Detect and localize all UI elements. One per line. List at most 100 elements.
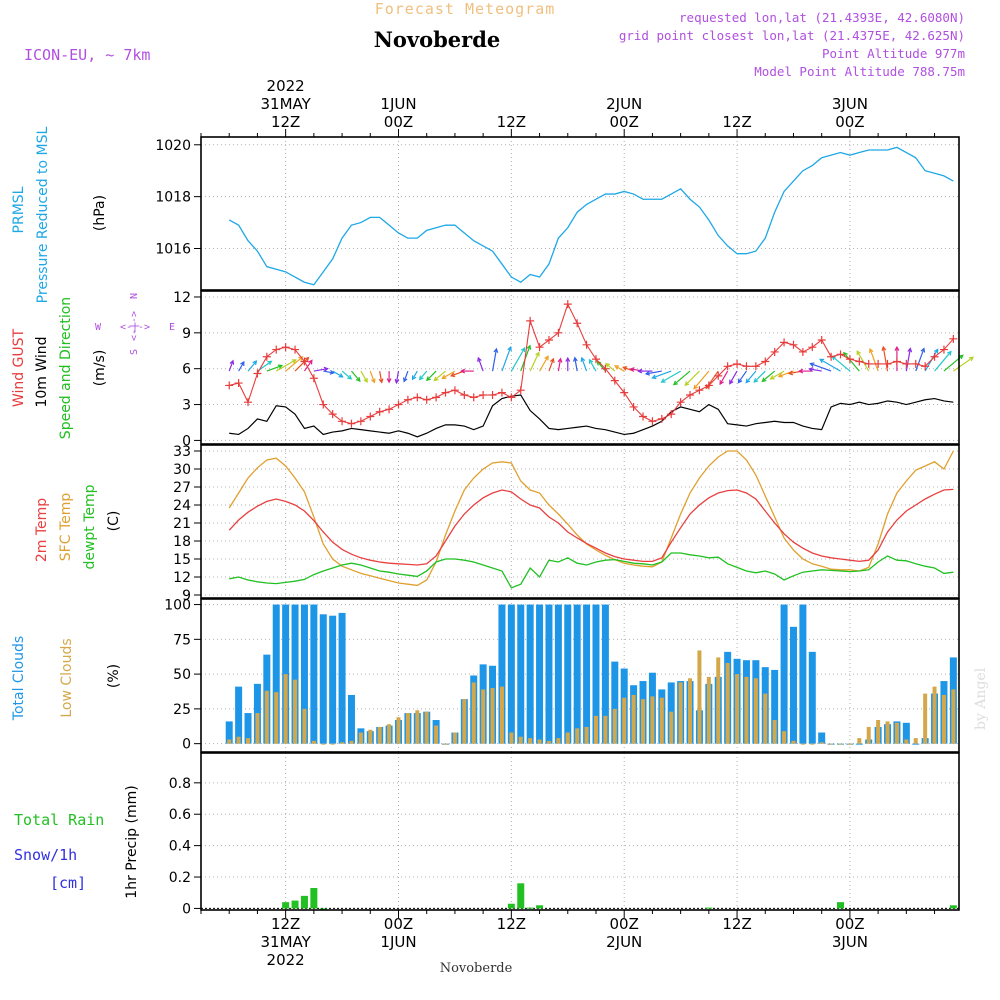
- panel-frame: [200, 598, 960, 753]
- low-cloud-bar: [885, 721, 890, 744]
- wind-arrow-head: [819, 358, 825, 364]
- time-label-top: 12Z: [722, 113, 751, 131]
- model-label: ICON-EU, ~ 7km: [24, 46, 150, 64]
- wind-direction-arrow: [501, 346, 512, 372]
- wind-arrow-head: [308, 359, 313, 365]
- low-cloud-bar: [274, 692, 279, 744]
- wind-gust-marker: [657, 414, 666, 423]
- low-cloud-bar: [321, 743, 326, 745]
- wind-arrow-head: [291, 359, 297, 364]
- low-cloud-bar: [876, 720, 881, 744]
- total-cloud-bar: [545, 604, 553, 744]
- total-cloud-bar: [818, 732, 826, 744]
- wind-arrow-head: [449, 372, 456, 378]
- time-label-bottom: 12Z: [497, 915, 526, 933]
- wind-gust-marker: [497, 388, 506, 397]
- wind-arrow-head: [787, 370, 794, 376]
- wind-direction-arrow: [395, 370, 400, 384]
- wind-arrow-head: [441, 374, 447, 379]
- compass-north: N: [129, 293, 140, 299]
- low-cloud-bar: [923, 693, 928, 744]
- rain-bar: [526, 907, 534, 909]
- wind-arrow-head: [426, 376, 431, 382]
- wind-gust-marker: [272, 345, 281, 354]
- wind-gust-marker: [676, 398, 685, 407]
- wind-gust-marker: [234, 379, 243, 388]
- time-label-bottom: 00Z: [384, 915, 413, 933]
- wind-gust-marker: [319, 400, 328, 409]
- clouds-unit: (%): [106, 664, 122, 688]
- low-cloud-bar: [481, 689, 486, 744]
- time-label-bottom: 2022: [267, 951, 305, 969]
- wind-arrow-head: [808, 367, 814, 372]
- wind-direction-arrow: [770, 370, 785, 380]
- prmsl-label: PRMSL: [11, 186, 27, 233]
- wind-gust-marker: [422, 395, 431, 404]
- precip-panel: 0 0.2 0.4 0.6 0.8: [169, 752, 960, 917]
- total-cloud-bar: [272, 604, 280, 744]
- low-cloud-bar: [744, 676, 749, 744]
- low-cloud-bar: [706, 676, 711, 744]
- low-cloud-bar: [612, 708, 617, 744]
- wind-direction-arrow: [684, 370, 700, 386]
- low-cloud-bar: [565, 732, 570, 744]
- wind-arrow-head: [644, 370, 651, 376]
- low-cloud-bar: [283, 674, 288, 744]
- wind-arrow-head: [267, 360, 273, 366]
- wind-arrow-head: [660, 378, 666, 383]
- wind-arrow-head: [629, 367, 635, 372]
- total-cloud-bar: [799, 604, 807, 744]
- wind-arrow-head: [557, 357, 563, 363]
- low-cloud-bar: [452, 732, 457, 744]
- time-label-top: 00Z: [610, 113, 639, 131]
- wind-gust-marker: [639, 412, 648, 421]
- low-cloud-bar: [829, 743, 834, 745]
- wind-gust-marker: [262, 352, 271, 361]
- wind-direction-arrow: [360, 370, 368, 383]
- wind-direction-arrow: [810, 362, 832, 372]
- wind-direction-arrow: [510, 347, 526, 372]
- y-tick-label: 9: [182, 326, 191, 342]
- wind-gust-marker: [798, 347, 807, 356]
- low-cloud-bar: [415, 710, 420, 744]
- y-tick-label: 75: [173, 632, 191, 648]
- total-cloud-bar: [554, 604, 562, 744]
- y-tick-label: 100: [164, 598, 191, 614]
- wind-gust-marker: [704, 381, 713, 390]
- time-label-top: 12Z: [497, 113, 526, 131]
- wind-direction-arrow: [673, 370, 691, 386]
- compass-west: W: [95, 322, 102, 333]
- wind-gust-marker: [488, 390, 497, 399]
- low-cloud-bar: [941, 694, 946, 744]
- t2m-label: 2m Temp: [34, 498, 50, 562]
- wind-gust-marker: [601, 364, 610, 373]
- wind-arrow-head: [637, 368, 643, 374]
- total-cloud-bar: [611, 661, 619, 744]
- wind-arrow-head: [920, 347, 926, 353]
- low-cloud-bar: [368, 729, 373, 744]
- wind-direction-arrow: [737, 370, 747, 383]
- wind-gust-marker: [507, 393, 516, 402]
- total-cloud-bar: [780, 604, 788, 744]
- wind-arrow-head: [737, 378, 743, 384]
- time-label-bottom: 3JUN: [832, 933, 868, 951]
- low-cloud-bar: [575, 728, 580, 744]
- total-cloud-bar: [583, 604, 591, 744]
- wind-gust-marker: [309, 374, 318, 383]
- y-tick-label: 0.2: [169, 870, 191, 886]
- wind-direction-arrow: [819, 358, 841, 372]
- wind-gust-marker: [347, 419, 356, 428]
- low-cloud-bar: [669, 711, 674, 744]
- total-cloud-bar: [347, 694, 355, 744]
- time-label-bottom: 31MAY: [260, 933, 311, 951]
- wind-gust-marker: [714, 371, 723, 380]
- time-label-bottom: 1JUN: [380, 933, 416, 951]
- total-cloud-bar: [291, 604, 299, 744]
- wind-gust-marker: [591, 355, 600, 364]
- wind-gust-marker: [949, 334, 958, 343]
- wind-arrow-head: [477, 356, 482, 362]
- snow-label: Snow/1h: [14, 846, 77, 864]
- low-cloud-bar: [951, 689, 956, 744]
- temperature-panel: 9 12 15 18 21 24 27 30 33: [173, 444, 960, 604]
- y-tick-label: 0.4: [169, 839, 191, 855]
